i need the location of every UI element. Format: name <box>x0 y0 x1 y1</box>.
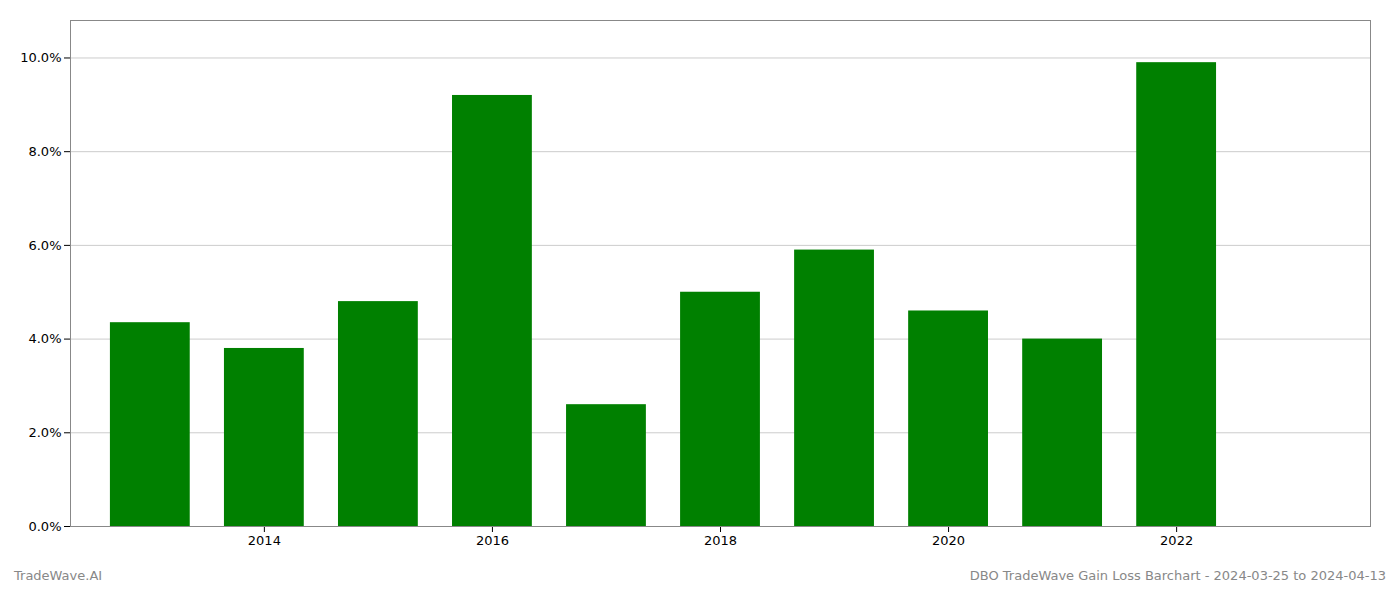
svg-text:6.0%: 6.0% <box>28 238 61 253</box>
svg-text:10.0%: 10.0% <box>20 50 61 65</box>
svg-text:2020: 2020 <box>932 533 965 548</box>
svg-text:4.0%: 4.0% <box>28 331 61 346</box>
svg-text:2.0%: 2.0% <box>28 425 61 440</box>
html-text:DBO TradeWave Gain Loss Barcha: DBO TradeWave Gain Loss Barchart - 2024-… <box>969 568 1386 583</box>
svg-text:0.0%: 0.0% <box>28 519 61 534</box>
svg-text:2016: 2016 <box>476 533 509 548</box>
svg-text:8.0%: 8.0% <box>28 144 61 159</box>
svg-text:2014: 2014 <box>248 533 281 548</box>
svg-text:2018: 2018 <box>704 533 737 548</box>
svg-text:2022: 2022 <box>1160 533 1193 548</box>
html-text:TradeWave.AI: TradeWave.AI <box>14 568 103 583</box>
